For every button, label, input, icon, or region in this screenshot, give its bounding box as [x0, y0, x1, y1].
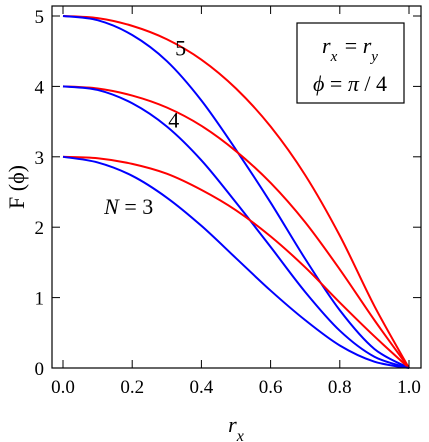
series-layer	[62, 15, 410, 369]
curve-label-2: 4	[168, 107, 179, 132]
plot-frame	[51, 5, 422, 369]
curve-label-3: N = 3	[103, 194, 153, 219]
x-tick-label-4: 0.8	[328, 377, 352, 398]
x-tick-label-0: 0.0	[51, 377, 75, 398]
x-tick-label-2: 0.4	[190, 377, 214, 398]
x-tick-label-3: 0.6	[259, 377, 283, 398]
x-tick-label-1: 0.2	[120, 377, 144, 398]
legend-line-2: ϕ = π / 4	[313, 71, 387, 96]
series-line-3	[62, 85, 410, 369]
series-line-6	[62, 155, 410, 369]
series-line-1	[62, 15, 410, 369]
ticks-layer: 0.0 0.2 0.4 0.6 0.8 1.0 0 1 2 3 4 5	[35, 6, 421, 398]
y-tick-label-0: 0	[35, 359, 45, 380]
legend-box	[296, 22, 405, 104]
y-tick-label-4: 4	[35, 77, 45, 98]
x-tick-label-5: 1.0	[397, 377, 421, 398]
y-tick-label-2: 2	[35, 218, 45, 239]
legend: rx = ry ϕ = π / 4	[296, 22, 405, 104]
annotation-layer: 5 4 N = 3	[103, 36, 186, 219]
series-line-5	[62, 155, 410, 369]
series-line-4	[62, 85, 410, 369]
y-tick-label-3: 3	[35, 148, 45, 169]
curve-label-1: 5	[175, 36, 186, 61]
y-axis-label: F (ϕ)	[4, 165, 29, 209]
y-tick-label-1: 1	[35, 289, 45, 310]
series-line-2	[62, 15, 410, 369]
y-tick-label-5: 5	[35, 7, 45, 28]
